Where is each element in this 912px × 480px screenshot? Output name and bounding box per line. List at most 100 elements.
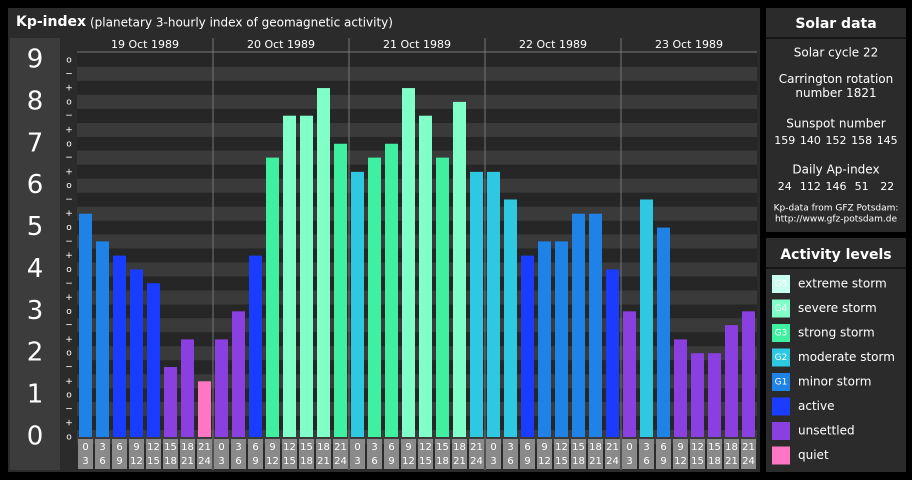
slot-from: 0: [354, 442, 360, 453]
bar: [708, 353, 721, 437]
slot-from: 0: [626, 442, 632, 453]
slot-from: 0: [490, 442, 496, 453]
bar: [164, 367, 177, 437]
sunspot-value: 159: [774, 134, 795, 147]
slot-to: 18: [300, 456, 313, 467]
solar-cycle: Solar cycle 22: [794, 46, 879, 60]
slot-from: 3: [99, 442, 105, 453]
y-tick-label: 7: [27, 128, 44, 158]
slot-from: 12: [555, 442, 568, 453]
slot-box: [452, 439, 467, 469]
minor-tick-label: −: [65, 69, 73, 79]
slot-box: [639, 439, 654, 469]
bar: [453, 101, 466, 437]
grid-band: [77, 122, 757, 137]
grid-band: [77, 150, 757, 165]
grid-band: [77, 206, 757, 221]
bar: [79, 213, 92, 437]
slot-to: 15: [691, 456, 704, 467]
slot-box: [673, 439, 688, 469]
minor-tick-label: o: [66, 181, 72, 191]
slot-from: 15: [708, 442, 721, 453]
grid-band: [77, 94, 757, 109]
legend-title: Activity levels: [780, 247, 891, 263]
slot-box: [95, 439, 110, 469]
bar: [606, 269, 619, 437]
chart-subtitle: (planetary 3-hourly index of geomagnetic…: [90, 16, 393, 30]
slot-box: [350, 439, 365, 469]
grid-band: [77, 262, 757, 277]
ap-value: 22: [880, 180, 894, 193]
slot-box: [469, 439, 484, 469]
day-label: 20 Oct 1989: [247, 38, 315, 51]
slot-from: 15: [300, 442, 313, 453]
grid-band: [77, 178, 757, 193]
bar: [691, 353, 704, 437]
bar: [725, 325, 738, 437]
bar: [96, 241, 109, 437]
minor-tick-label: o: [66, 56, 72, 66]
slot-box: [724, 439, 739, 469]
slot-to: 3: [626, 456, 632, 467]
minor-tick-label: −: [65, 321, 73, 331]
legend-icon: G5: [775, 280, 788, 290]
slot-from: 12: [419, 442, 432, 453]
ap-value: 24: [778, 180, 792, 193]
bar: [181, 339, 194, 437]
slot-from: 9: [541, 442, 547, 453]
slot-box: [231, 439, 246, 469]
slot-to: 3: [354, 456, 360, 467]
y-tick-label: 8: [27, 86, 44, 116]
bar: [266, 157, 279, 437]
slot-box: [741, 439, 756, 469]
minor-tick-label: −: [65, 153, 73, 163]
slot-from: 6: [252, 442, 258, 453]
ap-value: 112: [800, 180, 821, 193]
slot-box: [537, 439, 552, 469]
slot-box: [588, 439, 603, 469]
slot-from: 9: [677, 442, 683, 453]
slot-from: 15: [572, 442, 585, 453]
slot-to: 9: [524, 456, 530, 467]
grid-band: [77, 66, 757, 81]
axis-column: [10, 38, 60, 470]
ap-value: 51: [855, 180, 869, 193]
minor-tick-label: o: [66, 391, 72, 401]
minor-tick-label: +: [65, 335, 73, 345]
bar: [385, 143, 398, 437]
minor-tick-label: o: [66, 139, 72, 149]
minor-tick-label: −: [65, 279, 73, 289]
slot-to: 3: [82, 456, 88, 467]
source: Kp-data from GFZ Potsdam:: [774, 204, 899, 214]
slot-to: 6: [235, 456, 241, 467]
slot-box: [401, 439, 416, 469]
slot-box: [180, 439, 195, 469]
slot-box: [690, 439, 705, 469]
sunspot-title: Sunspot number: [786, 117, 885, 131]
grid-band: [77, 290, 757, 305]
legend-swatch: [772, 422, 790, 440]
minor-tick-label: +: [65, 293, 73, 303]
slot-from: 21: [470, 442, 483, 453]
slot-to: 15: [555, 456, 568, 467]
ap-title: Daily Ap-index: [792, 163, 879, 177]
slot-from: 6: [660, 442, 666, 453]
slot-from: 18: [181, 442, 194, 453]
legend-swatch: [772, 324, 790, 342]
bar: [249, 255, 262, 437]
slot-from: 15: [164, 442, 177, 453]
legend-label: strong storm: [798, 326, 875, 340]
y-tick-label: 6: [27, 170, 44, 200]
grid-band: [77, 346, 757, 361]
slot-box: [367, 439, 382, 469]
slot-to: 12: [674, 456, 687, 467]
slot-from: 3: [643, 442, 649, 453]
slot-to: 6: [507, 456, 513, 467]
minor-tick-label: o: [66, 97, 72, 107]
slot-box: [248, 439, 263, 469]
slot-from: 18: [725, 442, 738, 453]
slot-to: 21: [725, 456, 738, 467]
slot-to: 21: [317, 456, 330, 467]
bar: [742, 311, 755, 437]
day-label: 21 Oct 1989: [383, 38, 451, 51]
